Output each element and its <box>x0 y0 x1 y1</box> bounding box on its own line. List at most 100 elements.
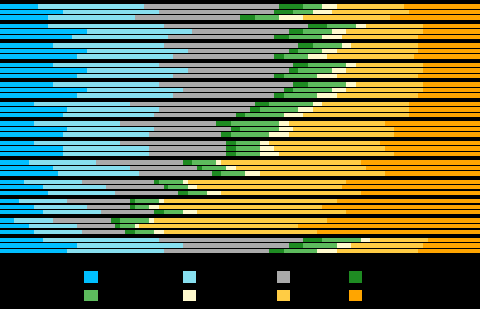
Bar <box>0 74 77 78</box>
Bar <box>422 68 480 73</box>
Bar <box>187 180 346 184</box>
Bar <box>307 82 346 87</box>
Bar <box>389 15 480 20</box>
Bar <box>283 113 302 117</box>
Bar <box>96 160 182 164</box>
Bar <box>346 68 422 73</box>
Bar <box>274 74 283 78</box>
Bar <box>331 29 346 34</box>
Bar <box>101 210 154 214</box>
Bar <box>322 35 341 39</box>
Bar <box>259 146 274 150</box>
Bar <box>216 160 221 164</box>
Bar <box>115 224 120 228</box>
Bar <box>408 102 480 106</box>
Bar <box>158 10 274 14</box>
Bar <box>403 4 480 9</box>
Bar <box>0 82 53 87</box>
Bar <box>149 132 221 137</box>
Bar <box>139 171 211 176</box>
Bar <box>235 146 259 150</box>
Bar <box>278 15 302 20</box>
Bar <box>154 210 163 214</box>
Bar <box>0 160 29 164</box>
Bar <box>158 199 163 203</box>
Bar <box>0 230 34 234</box>
Bar <box>418 93 480 98</box>
Bar <box>250 107 259 112</box>
Bar <box>187 185 197 189</box>
Bar <box>0 63 53 67</box>
Bar <box>86 205 130 209</box>
Bar <box>139 224 298 228</box>
Bar <box>206 191 221 195</box>
Bar <box>226 146 235 150</box>
Bar <box>120 224 134 228</box>
Bar <box>149 152 226 156</box>
Bar <box>216 121 230 125</box>
Bar <box>34 121 120 125</box>
Bar <box>182 88 283 92</box>
Bar <box>0 29 86 34</box>
Bar <box>278 121 288 125</box>
Bar <box>158 205 322 209</box>
Bar <box>226 152 235 156</box>
Bar <box>134 15 240 20</box>
Bar <box>24 180 82 184</box>
Bar <box>302 29 331 34</box>
Bar <box>130 166 197 170</box>
Bar <box>360 191 480 195</box>
Bar <box>235 152 259 156</box>
Bar <box>408 10 480 14</box>
Bar <box>182 210 197 214</box>
Bar <box>53 166 130 170</box>
Bar <box>0 24 48 28</box>
Bar <box>350 243 422 248</box>
Bar <box>182 180 187 184</box>
Bar <box>422 29 480 34</box>
Bar <box>394 127 480 131</box>
Bar <box>427 238 480 242</box>
Bar <box>322 102 408 106</box>
Bar <box>288 132 394 137</box>
Bar <box>168 185 187 189</box>
Bar <box>293 82 307 87</box>
Bar <box>283 93 317 98</box>
Bar <box>394 152 480 156</box>
Bar <box>197 166 202 170</box>
Bar <box>58 171 139 176</box>
Bar <box>298 107 312 112</box>
Bar <box>67 249 163 253</box>
Bar <box>62 146 149 150</box>
Bar <box>130 102 254 106</box>
Bar <box>197 210 346 214</box>
Bar <box>53 82 158 87</box>
Bar <box>259 141 269 145</box>
Bar <box>418 249 480 253</box>
Bar <box>67 127 154 131</box>
Bar <box>235 141 259 145</box>
Bar <box>34 141 120 145</box>
Bar <box>125 230 134 234</box>
Bar <box>259 171 384 176</box>
Bar <box>134 199 158 203</box>
Bar <box>221 132 230 137</box>
Bar <box>48 191 115 195</box>
Bar <box>0 141 34 145</box>
Bar <box>53 43 163 48</box>
Bar <box>43 238 158 242</box>
Bar <box>418 49 480 53</box>
Bar <box>302 243 336 248</box>
Bar <box>422 243 480 248</box>
Bar <box>0 68 86 73</box>
Bar <box>0 185 43 189</box>
Bar <box>312 107 408 112</box>
Bar <box>360 160 480 164</box>
Bar <box>53 63 158 67</box>
Bar <box>77 54 173 59</box>
Bar <box>0 49 86 53</box>
Bar <box>34 102 130 106</box>
Bar <box>418 43 480 48</box>
Bar <box>62 10 158 14</box>
Bar <box>408 113 480 117</box>
